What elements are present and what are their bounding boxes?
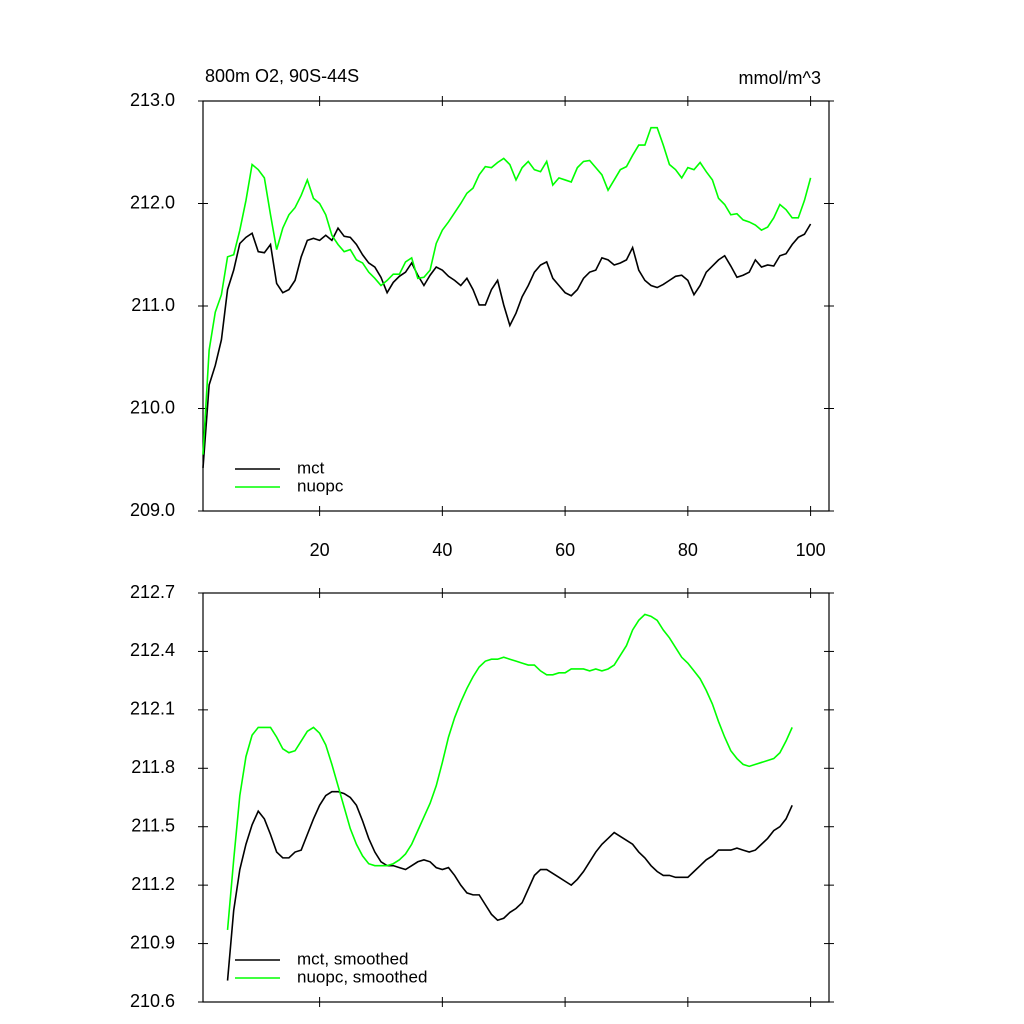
chart-title: 800m O2, 90S-44S: [205, 66, 359, 86]
legend-label: mct: [297, 458, 325, 477]
y-tick-label: 210.9: [130, 932, 175, 952]
series-line: [202, 223, 812, 469]
x-tick-label: 20: [310, 540, 330, 560]
y-tick-label: 210.0: [130, 397, 175, 417]
legend-label: nuopc, smoothed: [297, 967, 427, 986]
x-tick-label: 80: [678, 540, 698, 560]
y-tick-label: 212.4: [130, 640, 175, 660]
x-tick-label: 60: [555, 540, 575, 560]
x-tick-label: 40: [432, 540, 452, 560]
y-tick-label: 210.6: [130, 991, 175, 1011]
series-line: [226, 613, 793, 931]
y-tick-label: 212.0: [130, 192, 175, 212]
plot-frame: [202, 592, 830, 1003]
y-tick-label: 212.7: [130, 582, 175, 602]
y-tick-label: 209.0: [130, 500, 175, 520]
series-line: [226, 790, 793, 981]
y-tick-label: 212.1: [130, 699, 175, 719]
x-tick-label: 100: [796, 540, 826, 560]
y-tick-label: 211.2: [131, 874, 175, 894]
plot-frame: [202, 100, 830, 512]
series-line: [202, 126, 812, 455]
y-tick-label: 211.8: [131, 757, 175, 777]
legend-label: mct, smoothed: [297, 949, 409, 968]
units-label: mmol/m^3: [739, 68, 821, 88]
legend-label: nuopc: [297, 476, 344, 495]
y-tick-label: 213.0: [130, 90, 175, 110]
y-tick-label: 211.5: [131, 815, 175, 835]
y-tick-label: 211.0: [131, 295, 175, 315]
